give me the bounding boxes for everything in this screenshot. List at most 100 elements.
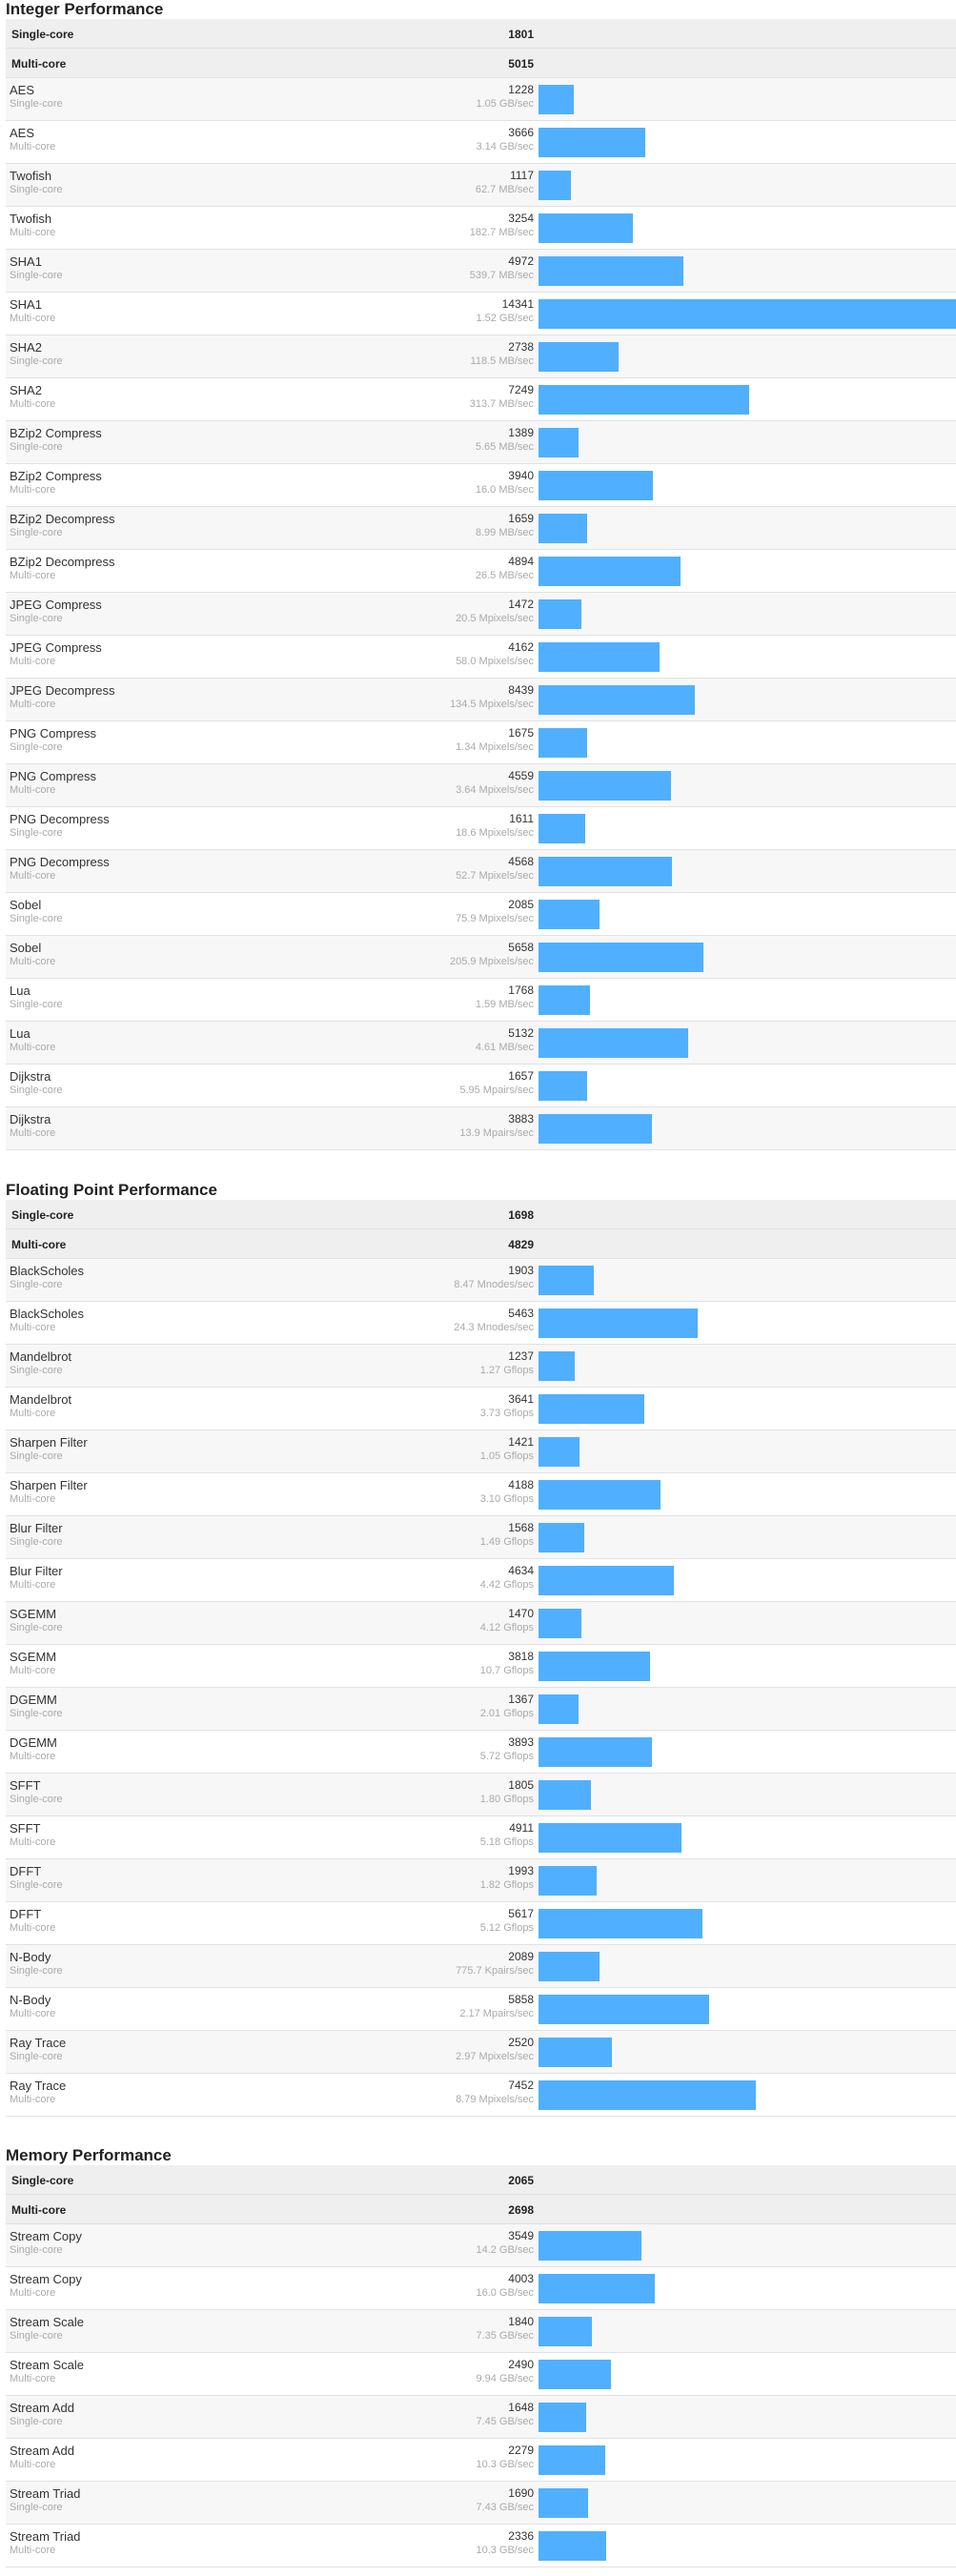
summary-label: Single-core — [11, 1208, 74, 1222]
benchmark-name: BZip2 Compress — [10, 426, 102, 440]
benchmark-name: AES — [10, 126, 35, 140]
score-bar-track — [539, 814, 956, 843]
benchmark-row: Stream Add Multi-core 2279 10.3 GB/sec — [6, 2439, 956, 2482]
benchmark-rate: 10.7 Gflops — [479, 1665, 534, 1676]
benchmark-row: Sobel Single-core 2085 75.9 Mpixels/sec — [6, 893, 956, 936]
summary-score: 2698 — [508, 2203, 534, 2217]
benchmark-core-type: Multi-core — [10, 570, 56, 581]
benchmark-score: 3666 — [508, 126, 534, 139]
benchmark-row: N-Body Single-core 2089 775.7 Kpairs/sec — [6, 1945, 956, 1988]
benchmark-rate: 182.7 MB/sec — [469, 227, 534, 238]
benchmark-name: SFFT — [10, 1778, 41, 1793]
benchmark-score: 1840 — [508, 2315, 534, 2328]
benchmark-core-type: Multi-core — [10, 656, 56, 667]
summary-row-multi-core: Multi-core 5015 — [6, 49, 956, 78]
benchmark-row: BlackScholes Single-core 1903 8.47 Mnodes/s… — [6, 1259, 956, 1302]
score-bar — [539, 1952, 600, 1981]
benchmark-rate: 16.0 GB/sec — [476, 2287, 534, 2299]
benchmark-row: AES Single-core 1228 1.05 GB/sec — [6, 78, 956, 121]
benchmark-row: BZip2 Compress Multi-core 3940 16.0 MB/sec — [6, 464, 956, 507]
benchmark-row: Dijkstra Multi-core 3883 13.9 Mpairs/sec — [6, 1107, 956, 1150]
benchmark-name: Stream Add — [10, 2444, 74, 2458]
benchmark-rate: 1.05 Gflops — [479, 1450, 534, 1462]
benchmark-name: JPEG Decompress — [10, 683, 115, 698]
benchmark-core-type: Single-core — [10, 1450, 63, 1462]
summary-score: 2065 — [508, 2174, 534, 2187]
benchmark-row: Lua Single-core 1768 1.59 MB/sec — [6, 979, 956, 1022]
benchmark-core-type: Single-core — [10, 741, 63, 753]
benchmark-core-type: Multi-core — [10, 1127, 56, 1139]
benchmark-rate: 20.5 Mpixels/sec — [456, 613, 534, 624]
score-bar — [539, 2360, 611, 2389]
summary-label: Multi-core — [11, 1238, 67, 1251]
benchmark-name: Ray Trace — [10, 2079, 67, 2093]
score-bar — [539, 2445, 605, 2475]
benchmark-score: 3818 — [508, 1650, 534, 1663]
score-bar — [539, 2231, 641, 2261]
benchmark-score: 3549 — [508, 2229, 534, 2242]
benchmark-row: SGEMM Single-core 1470 4.12 Gflops — [6, 1602, 956, 1645]
benchmark-score: 1389 — [508, 426, 534, 439]
benchmark-core-type: Single-core — [10, 1365, 63, 1376]
score-bar — [539, 1071, 587, 1101]
benchmark-score: 1993 — [508, 1864, 534, 1877]
benchmark-rate: 5.12 Gflops — [479, 1922, 534, 1934]
section-title-integer-performance: Integer Performance — [6, 0, 164, 18]
score-bar — [539, 2274, 655, 2303]
benchmark-name: Stream Add — [10, 2401, 74, 2415]
score-bar — [539, 857, 672, 886]
benchmark-score: 5463 — [508, 1307, 534, 1320]
benchmark-row: Sharpen Filter Multi-core 4188 3.10 Gflops — [6, 1473, 956, 1516]
benchmark-core-type: Multi-core — [10, 1322, 56, 1333]
benchmark-rate: 1.59 MB/sec — [475, 999, 534, 1010]
benchmark-score: 1690 — [508, 2486, 534, 2500]
benchmark-core-type: Multi-core — [10, 227, 56, 238]
benchmark-score: 7452 — [508, 2079, 534, 2092]
benchmark-core-type: Single-core — [10, 2051, 63, 2062]
benchmark-name: Sobel — [10, 898, 42, 912]
score-bar-track — [539, 428, 956, 457]
benchmark-row: Ray Trace Multi-core 7452 8.79 Mpixels/sec — [6, 2074, 956, 2117]
score-bar — [539, 1566, 674, 1595]
benchmark-core-type: Multi-core — [10, 2373, 56, 2384]
benchmark-core-type: Multi-core — [10, 956, 56, 967]
score-bar — [539, 2080, 756, 2110]
benchmark-score: 1659 — [508, 512, 534, 525]
benchmark-core-type: Multi-core — [10, 699, 56, 710]
benchmark-name: SHA2 — [10, 340, 42, 355]
benchmark-row: JPEG Compress Multi-core 4162 58.0 Mpixels/… — [6, 636, 956, 679]
benchmark-row: Ray Trace Single-core 2520 2.97 Mpixels/sec — [6, 2031, 956, 2074]
benchmark-rate: 775.7 Kpairs/sec — [456, 1965, 534, 1977]
benchmark-score: 1675 — [508, 726, 534, 740]
benchmark-score: 4894 — [508, 555, 534, 568]
benchmark-rate: 52.7 Mpixels/sec — [456, 870, 534, 882]
score-bar-track — [539, 1694, 956, 1724]
benchmark-name: Stream Scale — [10, 2358, 85, 2372]
benchmark-rate: 2.01 Gflops — [479, 1708, 534, 1719]
benchmark-name: N-Body — [10, 1993, 51, 2007]
benchmark-name: Stream Copy — [10, 2229, 82, 2243]
benchmark-rate: 5.18 Gflops — [479, 1836, 534, 1848]
benchmark-name: BlackScholes — [10, 1264, 85, 1278]
benchmark-name: AES — [10, 83, 35, 97]
benchmark-core-type: Single-core — [10, 1794, 63, 1805]
summary-row-single-core: Single-core 1801 — [6, 19, 956, 49]
score-bar — [539, 985, 590, 1015]
benchmark-rate: 2.17 Mpairs/sec — [459, 2008, 534, 2019]
benchmark-core-type: Multi-core — [10, 1579, 56, 1591]
score-bar — [539, 1694, 579, 1724]
benchmark-rate: 5.65 MB/sec — [475, 441, 534, 453]
benchmark-score: 5617 — [508, 1907, 534, 1920]
score-bar — [539, 943, 703, 972]
benchmark-rate: 3.64 Mpixels/sec — [456, 784, 534, 796]
score-bar-track — [539, 1071, 956, 1101]
score-bar-track — [539, 299, 956, 329]
benchmark-name: Sharpen Filter — [10, 1478, 88, 1492]
benchmark-name: Dijkstra — [10, 1069, 51, 1084]
benchmark-row: SGEMM Multi-core 3818 10.7 Gflops — [6, 1645, 956, 1688]
benchmark-rate: 134.5 Mpixels/sec — [449, 699, 534, 710]
score-bar-track — [539, 685, 956, 715]
benchmark-row: Sobel Multi-core 5658 205.9 Mpixels/sec — [6, 936, 956, 979]
score-bar — [539, 1995, 709, 2024]
benchmark-rate: 118.5 MB/sec — [470, 355, 534, 367]
